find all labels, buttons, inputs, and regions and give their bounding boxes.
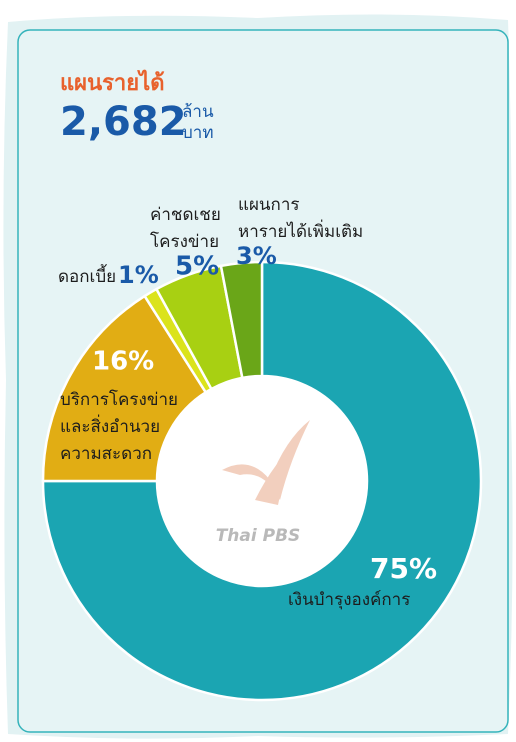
total: 2,682	[60, 99, 187, 145]
value-label: 3%	[236, 242, 277, 270]
slice	[219, 260, 264, 380]
slice	[41, 294, 208, 483]
category-label: และสิ่งอำนวย	[60, 414, 160, 437]
donut-hole	[158, 377, 366, 585]
logo-bird	[222, 420, 310, 500]
category-label: ค่าชดเชย	[150, 205, 221, 225]
category-label: แผนการ	[238, 195, 300, 215]
category-label: โครงข่าย	[150, 231, 219, 252]
logo-wing	[255, 440, 300, 505]
value-label: 16%	[92, 347, 154, 377]
category-label: ดอกเบี้ย	[58, 264, 116, 287]
watermark: Thai PBS	[216, 526, 301, 546]
category-label: เงินบำรุงองค์การ	[288, 590, 410, 610]
category-label: ความสะดวก	[60, 444, 152, 464]
value-label: 1%	[118, 261, 159, 289]
value-label: 5%	[175, 252, 219, 282]
category-label: หารายได้เพิ่มเติม	[238, 219, 363, 242]
category-label: บริการโครงข่าย	[60, 389, 178, 410]
total-unit: ล้าน	[182, 102, 214, 122]
total-unit: บาท	[182, 123, 214, 143]
logo	[222, 420, 310, 505]
slice	[41, 260, 483, 702]
title: แผนรายได้	[60, 69, 165, 96]
value-label: 75%	[370, 552, 437, 585]
